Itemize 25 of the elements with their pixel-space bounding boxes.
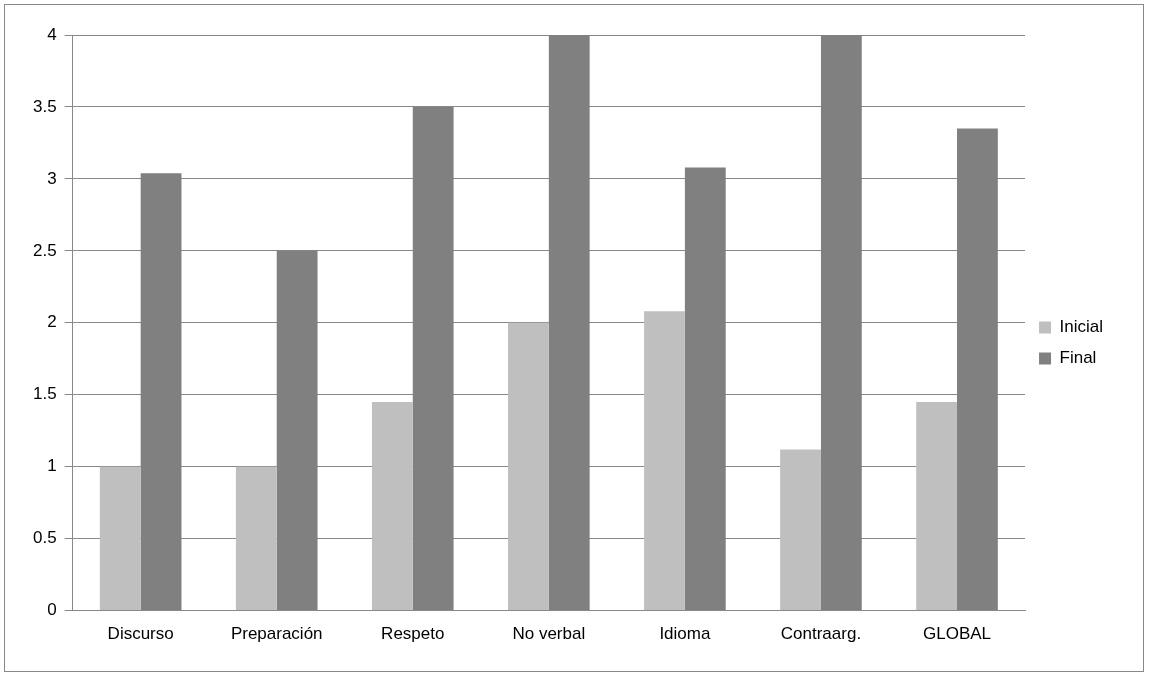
x-tick-label: GLOBAL <box>922 624 992 644</box>
bar <box>644 311 685 611</box>
y-tick-label: 3.5 <box>32 96 57 116</box>
x-tick-label: Idioma <box>659 624 711 644</box>
legend-label: Final <box>1059 348 1097 368</box>
x-tick-label: Respeto <box>381 624 445 644</box>
x-tick-label: Contraarg. <box>780 624 862 644</box>
y-tick-label: 1 <box>47 456 57 476</box>
bar <box>916 401 958 611</box>
bar <box>780 449 821 611</box>
y-tick-label: 0.5 <box>32 528 57 548</box>
y-tick-label: 0 <box>47 600 57 620</box>
bar <box>508 322 549 611</box>
y-tick-label: 2 <box>47 312 57 332</box>
y-tick-label: 4 <box>47 24 57 44</box>
bar <box>235 466 277 611</box>
x-tick-label: Preparación <box>230 624 323 644</box>
bar <box>371 401 413 611</box>
legend-label: Inicial <box>1059 317 1104 337</box>
x-tick-label: No verbal <box>512 624 586 644</box>
bar <box>99 466 141 611</box>
y-tick-label: 1.5 <box>32 384 57 404</box>
y-tick-label: 3 <box>47 168 57 188</box>
x-tick-label: Discurso <box>107 624 174 644</box>
y-tick-label: 2.5 <box>32 240 57 260</box>
